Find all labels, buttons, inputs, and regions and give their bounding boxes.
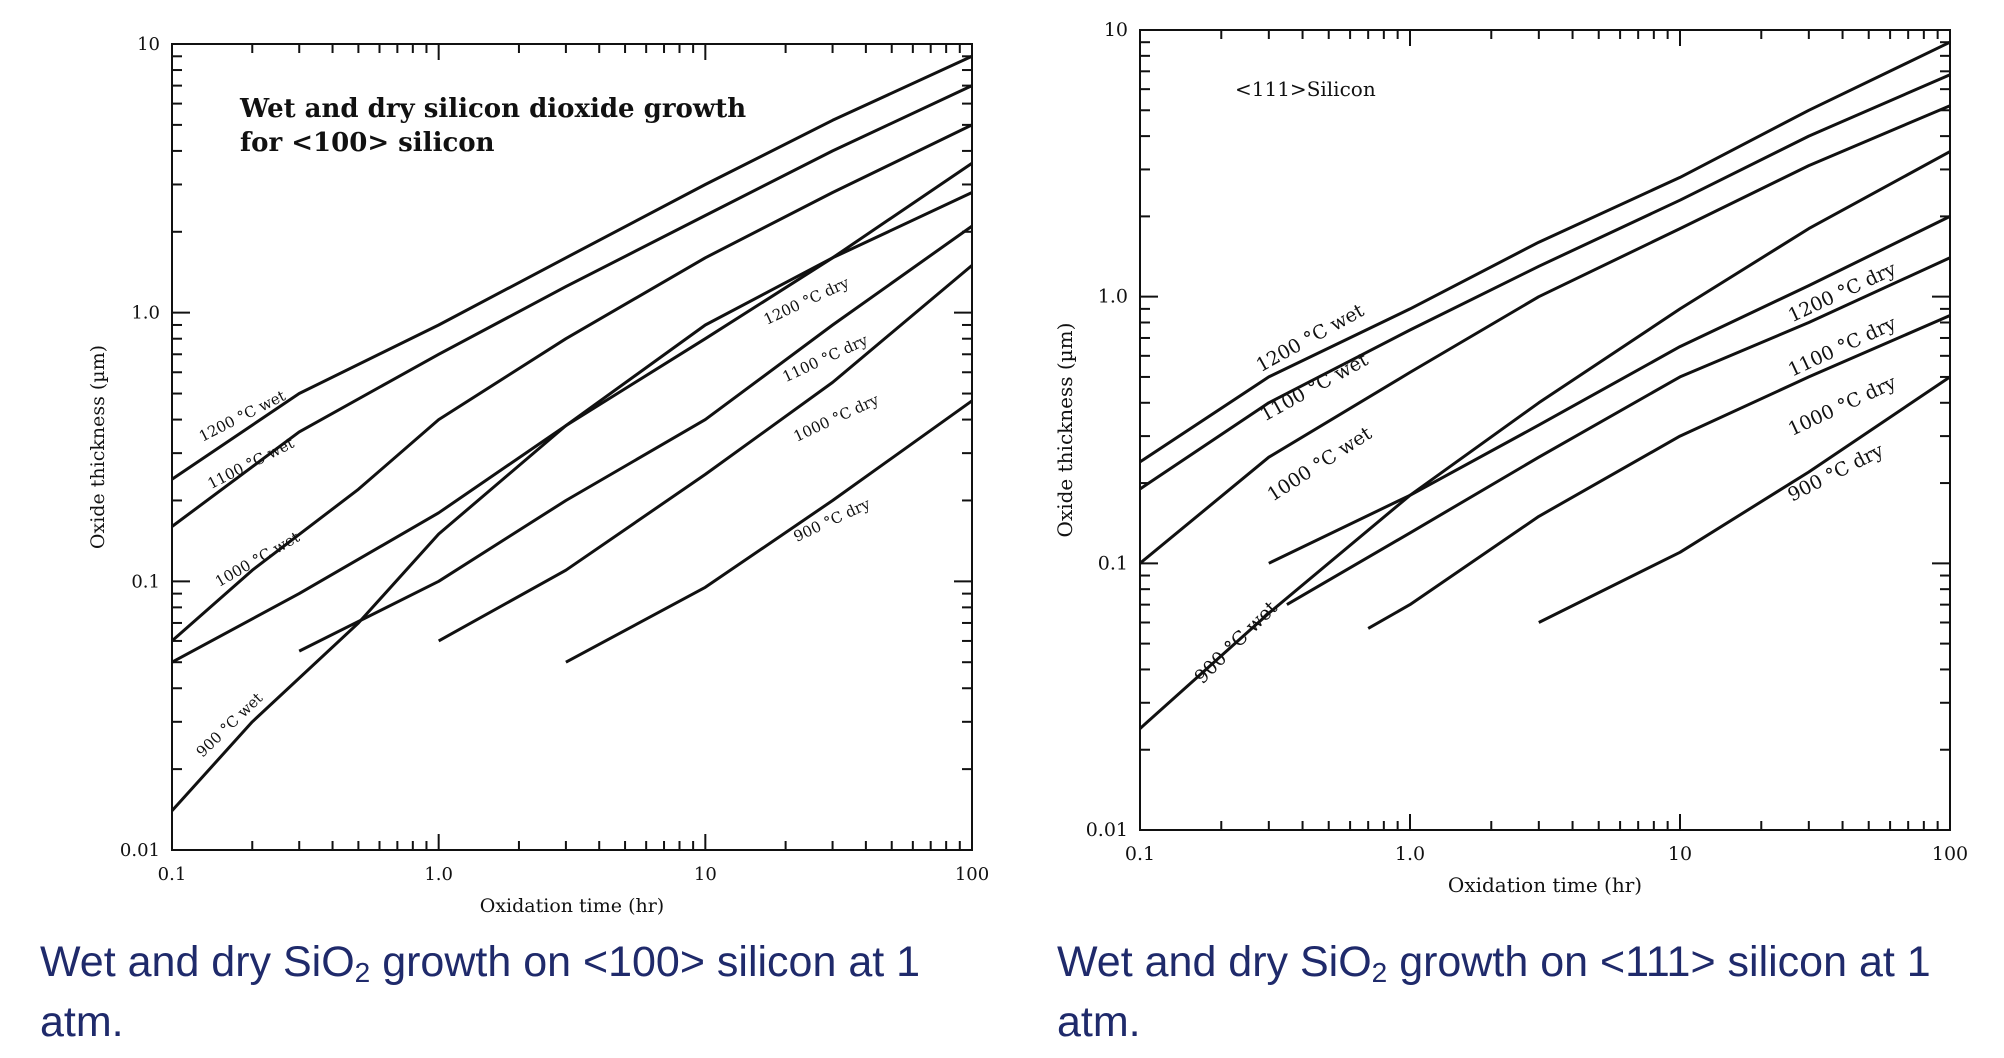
y-tick-label: 0.01: [1086, 819, 1128, 841]
series-line: [1367, 314, 1951, 630]
series-line: [565, 399, 973, 664]
chart-title-line-2: for <100> silicon: [240, 128, 495, 158]
series-line: [171, 84, 973, 528]
series-line: [1268, 215, 1951, 565]
x-tick-label: 100: [955, 864, 989, 885]
series-line: [1139, 73, 1951, 491]
series-line: [1138, 150, 1951, 730]
caption-text: growth on <100> silicon at 1 atm.: [40, 938, 921, 1046]
caption-100-silicon: Wet and dry SiO2 growth on <100> silicon…: [40, 932, 940, 1052]
series-label: 1000 °C dry: [1785, 371, 1900, 440]
y-tick-label: 1.0: [1098, 286, 1128, 308]
series-line: [171, 123, 973, 643]
x-axis-label: Oxidation time (hr): [480, 895, 664, 917]
series-line: [298, 224, 973, 653]
y-tick-label: 0.1: [131, 571, 160, 592]
series-line: [1139, 40, 1951, 464]
chart-title-100: Wet and dry silicon dioxide growth for <…: [240, 92, 746, 160]
caption-text: Wet and dry SiO: [1057, 938, 1372, 986]
series-label: 1000 °C dry: [791, 390, 882, 445]
series-line: [1538, 375, 1951, 624]
series-label: 1100 °C wet: [205, 434, 297, 493]
y-tick-label: 10: [137, 34, 160, 55]
series-line: [171, 54, 973, 481]
y-tick-label: 0.01: [120, 840, 160, 861]
caption-subscript: 2: [354, 957, 371, 988]
series-label: 900 °C wet: [1190, 597, 1282, 689]
caption-111-silicon: Wet and dry SiO2 growth on <111> silicon…: [1057, 932, 1987, 1052]
series-label: 900 °C dry: [1784, 439, 1887, 506]
x-tick-label: 10: [694, 864, 717, 885]
x-tick-label: 10: [1668, 843, 1692, 865]
y-tick-label: 0.1: [1098, 552, 1128, 574]
x-tick-label: 1.0: [1395, 843, 1425, 865]
series-label: 1100 °C dry: [780, 331, 871, 386]
series-line: [170, 191, 973, 812]
series-line: [171, 161, 973, 664]
x-tick-label: 100: [1932, 843, 1968, 865]
series-label: 1200 °C wet: [196, 387, 288, 446]
plot-frame: [1139, 29, 1951, 831]
caption-text: Wet and dry SiO: [40, 938, 355, 986]
caption-text: growth on <111> silicon at 1 atm.: [1057, 938, 1931, 1046]
x-tick-label: 0.1: [158, 864, 187, 885]
y-tick-label: 10: [1104, 19, 1128, 41]
series-line: [437, 264, 973, 643]
series-label: 900 °C wet: [193, 689, 267, 761]
series-line: [1139, 104, 1951, 565]
chart-title-line-1: Wet and dry silicon dioxide growth: [240, 94, 747, 124]
x-tick-label: 0.1: [1125, 843, 1155, 865]
y-axis-label: Oxide thickness (µm): [87, 345, 109, 549]
chart-title: <111>Silicon: [1235, 77, 1376, 101]
series-label: 1000 °C wet: [212, 528, 303, 591]
plot-frame: [171, 43, 973, 851]
series-label: 1000 °C wet: [1263, 422, 1376, 506]
series-line: [1286, 256, 1951, 606]
caption-subscript: 2: [1371, 957, 1388, 988]
x-tick-label: 1.0: [424, 864, 453, 885]
x-axis-label: Oxidation time (hr): [1448, 873, 1642, 897]
y-tick-label: 1.0: [131, 303, 160, 324]
y-axis-label: Oxide thickness (µm): [1053, 323, 1077, 538]
